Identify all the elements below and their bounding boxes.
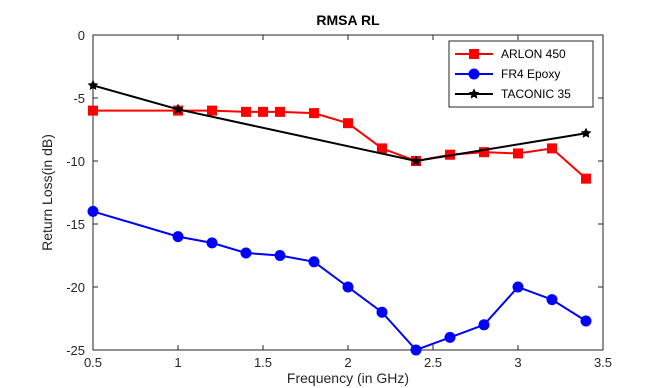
- data-point-arlon-450: [513, 148, 523, 159]
- data-point-fr4-epoxy: [172, 231, 184, 243]
- data-point-fr4-epoxy: [308, 256, 320, 268]
- data-point-arlon-450: [258, 106, 268, 117]
- data-point-arlon-450: [207, 105, 217, 116]
- data-point-arlon-450: [309, 108, 319, 119]
- data-point-fr4-epoxy: [240, 247, 252, 259]
- y-tick-label: -20: [66, 280, 85, 295]
- legend-item-arlon-450: ARLON 450: [455, 47, 566, 61]
- x-tick-label: 1: [174, 355, 181, 370]
- y-tick-label: -15: [66, 217, 85, 232]
- series-layer: [87, 79, 592, 356]
- legend-label: ARLON 450: [501, 47, 566, 61]
- data-point-fr4-epoxy: [206, 237, 218, 249]
- x-axis-title: Frequency (in GHz): [287, 370, 409, 386]
- series-taconic-35: [87, 79, 592, 166]
- data-point-fr4-epoxy: [342, 281, 354, 293]
- data-point-arlon-450: [343, 118, 353, 129]
- data-point-fr4-epoxy: [410, 344, 422, 356]
- data-point-fr4-epoxy: [546, 294, 558, 306]
- series-line-fr4-epoxy: [92, 210, 587, 352]
- legend-item-taconic-35: TACONIC 35: [455, 87, 571, 101]
- legend-item-fr4-epoxy: FR4 Epoxy: [455, 67, 560, 81]
- x-tick-label: 2.5: [424, 355, 442, 370]
- legend-label: FR4 Epoxy: [501, 67, 560, 81]
- series-fr4-epoxy: [87, 205, 592, 356]
- legend-label: TACONIC 35: [501, 87, 571, 101]
- data-point-fr4-epoxy: [444, 331, 456, 343]
- data-point-arlon-450: [581, 173, 591, 184]
- series-line-taconic-35: [92, 84, 587, 163]
- data-point-taconic-35: [87, 79, 99, 90]
- legend-marker: [468, 88, 480, 99]
- data-point-arlon-450: [88, 105, 98, 116]
- y-tick-label: -5: [73, 91, 85, 106]
- legend-marker: [468, 68, 480, 80]
- data-point-fr4-epoxy: [580, 315, 592, 327]
- chart-title: RMSA RL: [316, 12, 380, 28]
- data-point-taconic-35: [410, 155, 422, 166]
- x-tick-label: 3.5: [594, 355, 612, 370]
- y-axis-title: Return Loss(in dB): [39, 134, 55, 251]
- data-point-arlon-450: [275, 106, 285, 117]
- y-tick-label: -10: [66, 154, 85, 169]
- data-point-arlon-450: [547, 143, 557, 154]
- data-point-fr4-epoxy: [512, 281, 524, 293]
- data-point-arlon-450: [241, 106, 251, 117]
- axis-ticks: 0.5 1 1.5 2 2.5 3 3.5 0 -5 -10 -15 -20 -25: [66, 28, 612, 370]
- x-tick-label: 0.5: [84, 355, 102, 370]
- data-point-fr4-epoxy: [376, 306, 388, 318]
- data-point-taconic-35: [172, 103, 184, 114]
- legend: ARLON 450 FR4 Epoxy TACONIC 35: [448, 40, 594, 108]
- data-point-fr4-epoxy: [87, 205, 99, 217]
- data-point-fr4-epoxy: [478, 319, 490, 331]
- y-tick-label: 0: [78, 28, 85, 43]
- y-tick-label: -25: [66, 343, 85, 358]
- x-tick-label: 2: [344, 355, 351, 370]
- x-tick-label: 3: [514, 355, 521, 370]
- data-point-arlon-450: [479, 147, 489, 158]
- data-point-arlon-450: [377, 143, 387, 154]
- data-point-taconic-35: [580, 127, 592, 138]
- data-point-fr4-epoxy: [274, 250, 286, 261]
- legend-marker: [469, 49, 479, 59]
- x-tick-label: 1.5: [254, 355, 272, 370]
